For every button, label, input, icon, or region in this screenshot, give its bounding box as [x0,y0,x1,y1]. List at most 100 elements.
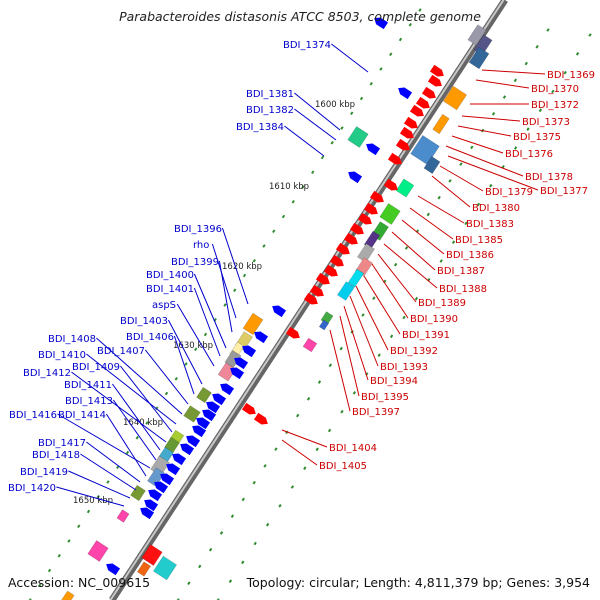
scale-label: 1610 kbp [269,182,309,192]
gene-block [217,362,237,382]
tick-dot-inner [372,296,376,301]
tick-dot-inner-far [563,70,567,75]
gene-label-right: BDI_1378 [525,172,573,183]
gene-label-left: BDI_1420 [8,483,56,494]
tick-dot-outer [398,37,403,42]
tick-dot-outer [281,214,286,219]
gene-label-right: BDI_1390 [410,314,458,325]
minus-strand-arrow [230,367,245,380]
plus-strand-arrow [415,96,430,109]
tick-dot-inner-far [228,579,233,583]
minus-strand-arrow [348,171,363,184]
tick-dot-inner-far [265,522,270,527]
tick-dot-inner [208,547,213,552]
gene-block [410,134,440,166]
tick-dot-outer [174,376,178,381]
gene-label-left: BDI_1400 [146,270,194,281]
gene-label-right: BDI_1375 [513,132,561,143]
tick-dot-inner-far [241,560,245,565]
gene-label-left: aspS [152,300,176,311]
gene-block [379,203,401,225]
gene-label-right: BDI_1387 [437,266,485,277]
tick-dot-outer [291,199,295,204]
gene-block [116,509,130,523]
minus-strand-arrow [212,393,227,406]
tick-dot-inner-far [489,183,493,188]
label-leader [193,287,221,357]
gene-block [87,540,109,562]
minus-strand-arrow [220,383,235,396]
scale-label: 1600 kbp [315,100,355,110]
tick-dot-inner-far [526,127,530,131]
label-leader [377,253,417,303]
tick-dot-outer [350,111,354,116]
tick-dot-inner-far [588,33,592,37]
gene-label-right: BDI_1385 [455,235,503,246]
gene-block [196,386,212,404]
tick-dot-outer [301,185,305,189]
label-leader [86,441,141,483]
gene-label-left: rho [193,240,209,251]
gene-label-left: BDI_1412 [23,368,71,379]
gene-label-right: BDI_1376 [505,149,553,160]
tick-dot-inner-far [451,240,456,244]
tick-dot-outer [320,155,325,160]
minus-strand-arrow [166,463,181,476]
tick-dot-inner [470,145,474,150]
gene-label-left: BDI_1374 [283,40,331,51]
label-leader [68,470,131,499]
label-leader [112,399,157,461]
tick-dot-outer [57,553,61,558]
tick-dot-outer [38,583,42,588]
tick-dot-outer [369,81,373,86]
tick-dot-inner [513,78,518,83]
tick-dot-inner [317,380,322,384]
gene-label-left: BDI_1416 [9,410,57,421]
minus-strand-arrow [206,401,221,414]
label-leader [167,319,203,385]
label-leader [431,175,471,208]
gene-block [347,268,365,288]
gene-label-right: BDI_1379 [485,187,533,198]
gene-block [141,544,163,566]
plus-strand-arrow [349,222,364,235]
minus-strand-arrow [186,435,201,448]
label-leader [355,285,389,351]
tick-dot-outer [418,8,422,12]
gene-label-left: BDI_1396 [174,224,222,235]
gene-block [468,46,490,70]
plus-strand-arrow [309,284,324,297]
gene-block [347,126,369,148]
label-leader [331,43,369,73]
tick-dot-inner-far [575,52,580,56]
label-leader [445,145,524,177]
label-leader [80,453,137,491]
minus-strand-arrow [148,489,163,502]
tick-dot-outer [155,406,159,411]
tick-dot-inner [535,44,539,49]
label-leader [211,243,237,319]
scale-label: 1650 kbp [73,496,113,506]
tick-dot-inner-far [216,598,220,600]
tick-dot-outer [272,229,276,234]
minus-strand-arrow [272,305,287,318]
gene-label-right: BDI_1389 [418,298,466,309]
plus-strand-arrow [357,212,372,225]
label-leader [401,219,445,255]
tick-dot-inner-far [439,259,443,263]
tick-dot-outer [330,140,334,145]
tick-dot-inner-far [377,353,381,357]
tick-dot-inner [448,179,452,183]
gene-label-right: BDI_1404 [329,443,377,454]
gene-label-right: BDI_1391 [402,330,450,341]
gene-label-left: BDI_1417 [38,438,86,449]
minus-strand-arrow [202,409,217,422]
gene-label-right: BDI_1372 [531,100,579,111]
tick-dot-inner-far [538,108,543,113]
minus-strand-arrow [140,507,155,520]
tick-dot-outer [145,421,149,425]
tick-dot-inner [187,581,191,586]
label-leader [371,263,409,319]
